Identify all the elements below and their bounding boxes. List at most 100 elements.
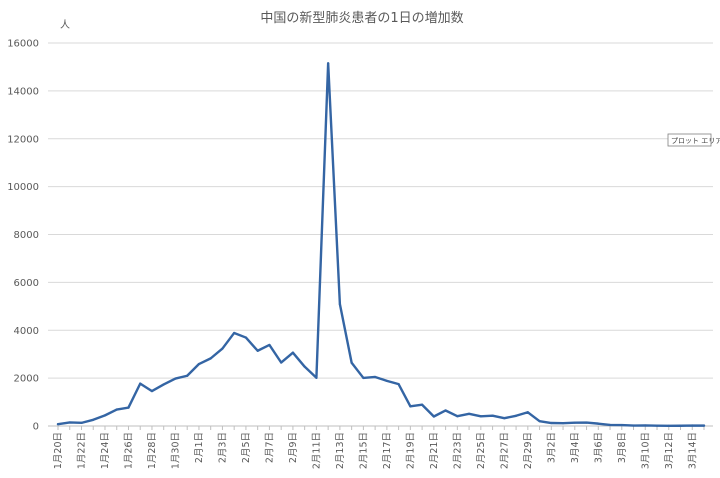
data-point	[620, 423, 623, 427]
y-axis-ticks: 0 2000 4000 6000 8000 10000 12000 14000 16000	[7, 39, 39, 433]
data-point	[421, 403, 424, 406]
data-point	[655, 424, 659, 427]
data-point	[244, 336, 248, 339]
x-tick-label: 1月20日	[53, 432, 64, 469]
y-tick-label: 12000	[7, 134, 39, 145]
data-point	[268, 343, 271, 347]
data-point	[150, 389, 154, 393]
data-point	[432, 415, 435, 418]
data-point	[585, 421, 588, 424]
x-tick-label: 2月11日	[311, 432, 322, 469]
data-point	[80, 421, 83, 424]
x-tick-label: 1月22日	[76, 432, 87, 469]
data-point	[362, 376, 365, 380]
x-axis-ticks: 1月20日 1月22日 1月24日 1月26日 1月28日 1月30日 2月1日 2月3日 2月…	[53, 426, 705, 469]
data-point	[597, 422, 600, 425]
gridlines	[48, 42, 713, 379]
data-point	[397, 383, 400, 386]
series-line-0	[56, 62, 706, 428]
y-tick-label: 0	[33, 422, 39, 433]
data-point	[197, 362, 201, 366]
data-point	[186, 374, 189, 377]
x-tick-label: 1月28日	[147, 432, 158, 469]
data-point	[514, 414, 518, 417]
x-tick-label: 2月1日	[194, 432, 205, 463]
data-point	[691, 424, 694, 427]
data-point	[385, 379, 388, 382]
chart-title: 中国の新型肺炎患者の1日の増加数	[260, 10, 463, 26]
x-tick-label: 2月27日	[499, 432, 510, 469]
data-point	[702, 424, 706, 427]
y-tick-label: 8000	[14, 230, 39, 241]
data-point	[374, 375, 377, 379]
x-tick-label: 2月9日	[288, 432, 299, 463]
data-point	[491, 414, 494, 417]
data-point	[68, 421, 71, 424]
data-point	[667, 424, 670, 427]
x-tick-label: 2月29日	[523, 432, 534, 469]
plot-area-tooltip-label: プロット エリア	[671, 137, 720, 145]
x-tick-label: 3月12日	[664, 432, 675, 469]
x-tick-label: 2月17日	[382, 432, 393, 469]
data-point	[644, 424, 647, 427]
data-point	[280, 361, 283, 364]
data-point	[338, 303, 341, 306]
data-point	[550, 421, 553, 425]
x-tick-label: 1月26日	[123, 432, 134, 469]
x-tick-label: 2月23日	[452, 432, 463, 469]
data-point	[115, 408, 118, 411]
x-tick-label: 1月30日	[170, 432, 181, 469]
data-point	[56, 423, 60, 426]
data-point	[327, 62, 330, 65]
data-point	[679, 424, 682, 427]
x-tick-label: 1月24日	[100, 432, 111, 469]
plot-area-tooltip: プロット エリア	[667, 133, 720, 147]
data-point	[139, 382, 142, 385]
x-tick-label: 3月4日	[570, 432, 581, 463]
data-point	[409, 405, 412, 408]
x-tick-label: 3月2日	[546, 432, 557, 463]
data-point	[103, 414, 107, 417]
data-point	[538, 420, 541, 423]
x-tick-label: 2月3日	[217, 432, 228, 463]
plot-area-tooltip-box	[667, 133, 712, 147]
x-tick-label: 3月8日	[617, 432, 628, 463]
y-tick-label: 16000	[7, 39, 39, 50]
data-point	[479, 415, 482, 418]
data-point	[221, 347, 224, 350]
series-layer	[56, 62, 706, 428]
x-tick-label: 2月15日	[358, 432, 369, 469]
data-point	[127, 406, 130, 409]
x-tick-label: 2月21日	[429, 432, 440, 469]
data-point	[467, 412, 471, 415]
data-point	[174, 377, 177, 380]
data-point	[608, 423, 612, 427]
y-tick-label: 2000	[14, 374, 39, 385]
y-tick-label: 6000	[14, 278, 39, 289]
y-tick-label: 14000	[7, 86, 39, 97]
data-point	[561, 422, 565, 425]
data-point	[256, 349, 259, 352]
data-point	[456, 415, 459, 418]
x-tick-label: 3月14日	[687, 432, 698, 469]
data-point	[233, 331, 236, 335]
data-point	[573, 421, 576, 424]
x-tick-label: 2月13日	[335, 432, 346, 469]
data-point	[209, 357, 212, 360]
data-point	[162, 383, 165, 386]
data-point	[350, 361, 353, 364]
x-tick-label: 3月10日	[640, 432, 651, 469]
data-point	[444, 409, 447, 412]
data-point	[303, 365, 306, 368]
y-tick-label: 4000	[14, 326, 39, 337]
data-point	[315, 376, 318, 379]
x-tick-label: 2月7日	[264, 432, 275, 463]
x-tick-label: 2月25日	[476, 432, 487, 469]
y-tick-label: 10000	[7, 182, 39, 193]
data-point	[503, 417, 506, 420]
x-tick-label: 3月6日	[593, 432, 604, 463]
x-tick-label: 2月19日	[405, 432, 416, 469]
data-point	[92, 418, 95, 421]
